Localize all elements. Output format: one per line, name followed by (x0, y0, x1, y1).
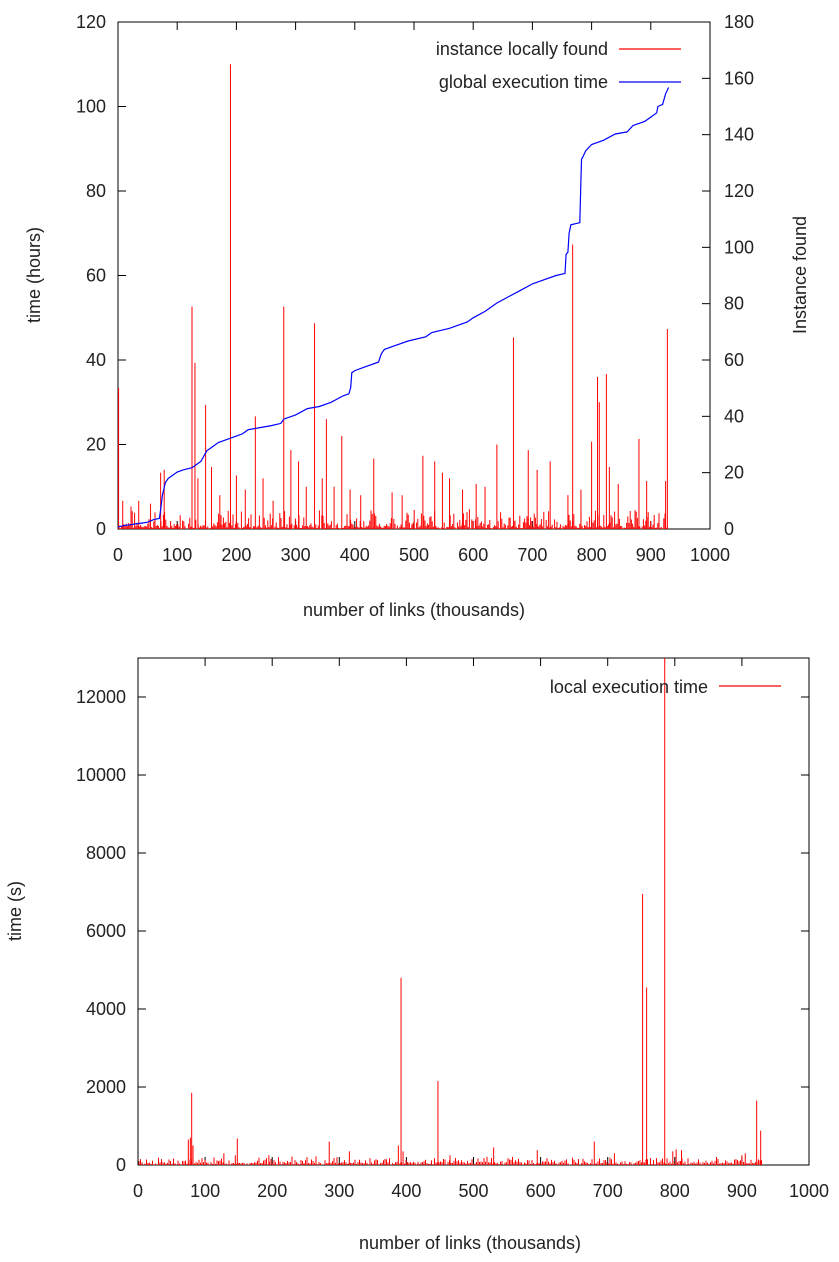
y2-tick-label: 60 (724, 350, 744, 370)
y-tick-label: 100 (76, 97, 106, 117)
x-tick-label: 800 (660, 1181, 690, 1201)
x-tick-label: 400 (391, 1181, 421, 1201)
y-tick-label: 120 (76, 12, 106, 32)
x-axis-label-bottom: number of links (thousands) (359, 1233, 581, 1253)
x-tick-label: 700 (593, 1181, 623, 1201)
x-tick-label: 1000 (789, 1181, 829, 1201)
x-tick-label: 100 (190, 1181, 220, 1201)
series-instance-locally-found (118, 64, 668, 529)
x-tick-label: 600 (526, 1181, 556, 1201)
y-tick-label: 0 (116, 1155, 126, 1175)
x-tick-label: 400 (340, 545, 370, 565)
y-ticks-top: 0 20 40 60 80 100 120 (76, 12, 126, 539)
x-tick-label: 600 (458, 545, 488, 565)
y-tick-label: 2000 (86, 1077, 126, 1097)
y-axis-label-top: time (hours) (24, 227, 44, 323)
y2-tick-label: 180 (724, 12, 754, 32)
chart-bottom: 0 100 200 300 400 500 600 700 800 900 1000 0 2000 40… (5, 657, 829, 1253)
y-tick-label: 6000 (86, 921, 126, 941)
x-tick-label: 900 (727, 1181, 757, 1201)
y-tick-label: 8000 (86, 843, 126, 863)
x-tick-label: 700 (517, 545, 547, 565)
y-tick-label: 40 (86, 350, 106, 370)
y-tick-label: 80 (86, 181, 106, 201)
x-tick-label: 500 (458, 1181, 488, 1201)
x-tick-label: 0 (133, 1181, 143, 1201)
plot-frame-top (117, 21, 711, 530)
y2-axis-label-top: Instance found (790, 216, 810, 334)
y2-tick-label: 160 (724, 68, 754, 88)
y2-tick-label: 120 (724, 181, 754, 201)
y-tick-label: 10000 (76, 765, 126, 785)
y2-tick-label: 0 (724, 519, 734, 539)
x-tick-label: 900 (636, 545, 666, 565)
noise-band-top (118, 509, 668, 529)
y2-tick-label: 100 (724, 237, 754, 257)
x-tick-label: 300 (324, 1181, 354, 1201)
x-tick-label: 1000 (690, 545, 730, 565)
y-ticks-bottom: 0 2000 4000 6000 8000 10000 12000 (76, 687, 809, 1175)
chart-top: 0 100 200 300 400 500 600 700 800 900 1000 0204060… (24, 12, 810, 620)
y2-tick-label: 40 (724, 406, 744, 426)
x-tick-label: 300 (281, 545, 311, 565)
x-tick-label: 500 (399, 545, 429, 565)
y-tick-label: 12000 (76, 687, 126, 707)
y2-tick-label: 80 (724, 294, 744, 314)
x-tick-label: 200 (257, 1181, 287, 1201)
series-local-execution-time (187, 658, 762, 1165)
y2-tick-label: 140 (724, 125, 754, 145)
x-axis-label-top: number of links (thousands) (303, 600, 525, 620)
plot-frame-bottom (137, 657, 810, 1166)
y2-ticks-top: 0 20 40 60 80 100 120 140 160 180 (702, 12, 754, 539)
legend-top: instance locally found global execution … (436, 39, 681, 92)
y-axis-label-bottom: time (s) (5, 881, 25, 941)
x-ticks-top: 0 100 200 300 400 500 600 700 800 900 1000 (113, 22, 730, 565)
x-ticks-bottom: 0 100 200 300 400 500 600 700 800 900 1000 (133, 658, 829, 1201)
y-tick-label: 20 (86, 435, 106, 455)
y-tick-label: 60 (86, 266, 106, 286)
series-global-execution-time (117, 87, 670, 528)
legend-bottom: local execution time (550, 677, 781, 697)
legend-label-instance-locally-found: instance locally found (436, 39, 608, 59)
x-tick-label: 100 (162, 545, 192, 565)
y2-tick-label: 20 (724, 463, 744, 483)
legend-label-global-execution-time: global execution time (439, 72, 608, 92)
y-tick-label: 4000 (86, 999, 126, 1019)
x-tick-label: 200 (221, 545, 251, 565)
legend-label-local-execution-time: local execution time (550, 677, 708, 697)
x-tick-label: 800 (577, 545, 607, 565)
x-tick-label: 0 (113, 545, 123, 565)
y-tick-label: 0 (96, 519, 106, 539)
noise-band-bottom (138, 1156, 762, 1165)
